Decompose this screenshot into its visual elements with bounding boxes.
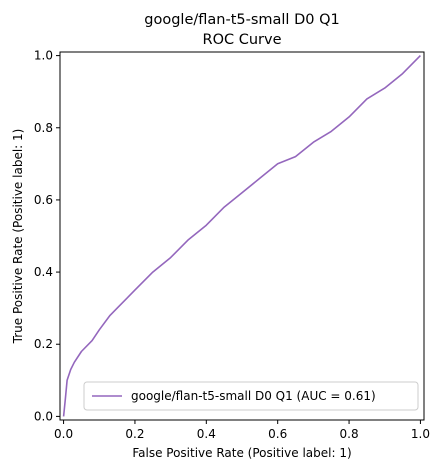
legend-box [83, 381, 419, 411]
y-tick-label: 0.4 [34, 265, 53, 279]
chart-title: google/flan-t5-small D0 Q1 [144, 12, 339, 28]
x-tick-label: 0.4 [197, 427, 216, 441]
y-tick-label: 0.6 [34, 193, 53, 207]
y-axis-label: True Positive Rate (Positive label: 1) [11, 129, 25, 345]
chart-subtitle: ROC Curve [203, 32, 282, 48]
y-tick-label: 0.0 [34, 409, 53, 423]
x-tick-label: 0.6 [268, 427, 287, 441]
x-axis-label: False Positive Rate (Positive label: 1) [132, 446, 351, 460]
roc-curve-line-0 [62, 55, 421, 417]
x-tick-label: 0.8 [340, 427, 359, 441]
y-tick-label: 0.8 [34, 121, 53, 135]
x-tick-label: 0.2 [125, 427, 144, 441]
legend: google/flan-t5-small D0 Q1 (AUC = 0.61) [83, 381, 419, 411]
plot-frame [59, 51, 425, 421]
x-tick-label: 1.0 [411, 427, 430, 441]
plot-area [62, 55, 421, 417]
x-tick-label: 0.0 [54, 427, 73, 441]
y-tick-label: 0.2 [34, 337, 53, 351]
y-tick-label: 1.0 [34, 49, 53, 63]
legend-entry-label: google/flan-t5-small D0 Q1 (AUC = 0.61) [131, 389, 376, 403]
axis-ticks: 0.0 0.2 0.4 0.6 0.8 1.0 0.0 0.2 0.4 0.6 0.8 1.0 [34, 49, 430, 441]
